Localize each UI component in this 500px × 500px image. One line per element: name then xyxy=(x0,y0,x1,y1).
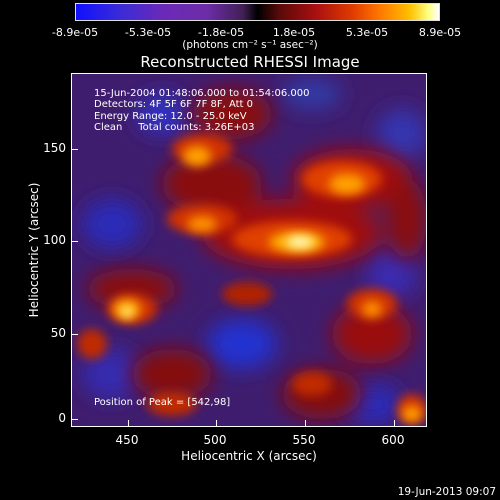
peak-position: Position of Peak = [542,98] xyxy=(94,397,231,408)
colorbar-label: -8.9e-05 xyxy=(51,26,99,39)
colorbar xyxy=(75,3,440,21)
y-tickmark xyxy=(72,334,78,335)
x-tick-label: 550 xyxy=(292,433,316,447)
rhessi-image xyxy=(71,73,427,427)
info-energy: Energy Range: 12.0 - 25.0 keV xyxy=(94,111,247,122)
y-tick-label: 0 xyxy=(58,411,66,425)
colorbar-label: -5.3e-05 xyxy=(124,26,172,39)
render-date: 19-Jun-2013 09:07 xyxy=(397,486,496,498)
x-tick-label: 450 xyxy=(115,433,139,447)
info-detectors: Detectors: 4F 5F 6F 7F 8F, Att 0 xyxy=(94,99,254,110)
y-tickmark xyxy=(72,419,78,420)
image-title: Reconstructed RHESSI Image xyxy=(140,53,360,71)
y-tickmark xyxy=(72,241,78,242)
y-tick-label: 100 xyxy=(43,233,66,247)
colorbar-label: 5.3e-05 xyxy=(345,26,389,39)
info-time: 15-Jun-2004 01:48:06.000 to 01:54:06.000 xyxy=(94,88,310,99)
image-map xyxy=(72,74,426,426)
y-tick-label: 50 xyxy=(50,326,66,340)
info-clean: Clean Total counts: 3.26E+03 xyxy=(94,122,255,133)
x-tick-label: 600 xyxy=(381,433,405,447)
x-axis-label: Heliocentric X (arcsec) xyxy=(181,449,317,463)
y-axis-label: Heliocentric Y (arcsec) xyxy=(27,182,41,318)
x-tickmark xyxy=(394,420,395,426)
colorbar-label: 8.9e-05 xyxy=(418,26,462,39)
x-tick-label: 500 xyxy=(203,433,227,447)
colorbar-units: (photons cm⁻² s⁻¹ asec⁻²) xyxy=(182,39,318,51)
x-tickmark xyxy=(305,420,306,426)
x-tickmark xyxy=(128,420,129,426)
y-tickmark xyxy=(72,149,78,150)
x-tickmark xyxy=(216,420,217,426)
colorbar-label: -1.8e-05 xyxy=(197,26,245,39)
y-tick-label: 150 xyxy=(43,141,66,155)
colorbar-label: 1.8e-05 xyxy=(272,26,316,39)
